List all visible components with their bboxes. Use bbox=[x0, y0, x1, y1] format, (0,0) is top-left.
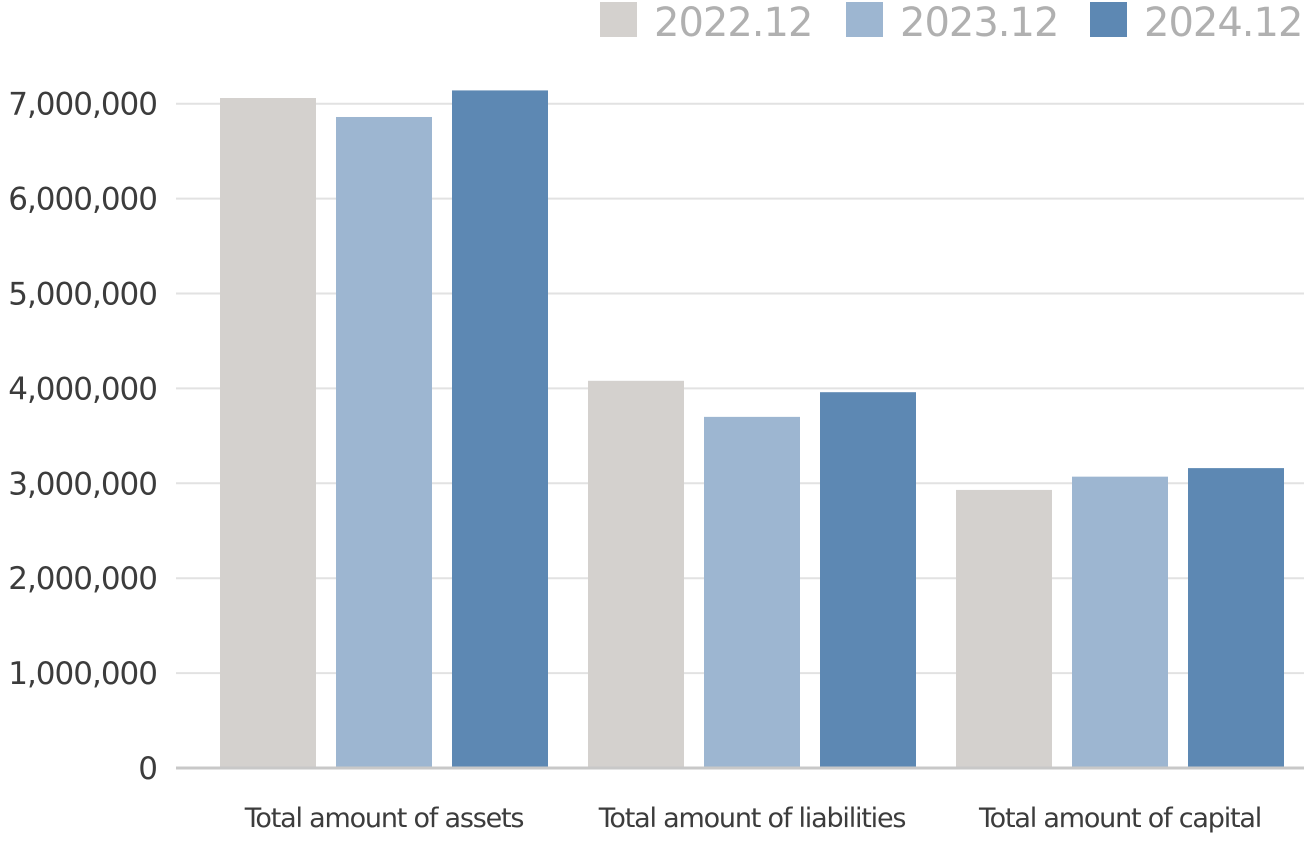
y-tick-label: 5,000,000 bbox=[8, 277, 157, 313]
legend-label: 2022.12 bbox=[654, 0, 812, 46]
x-category-label: Total amount of liabilities bbox=[598, 803, 906, 834]
y-tick-label: 1,000,000 bbox=[8, 656, 157, 692]
bar-2022.12-1 bbox=[588, 380, 684, 768]
legend-swatch bbox=[846, 2, 883, 37]
bar-2024.12-2 bbox=[1188, 468, 1284, 768]
y-tick-label: 3,000,000 bbox=[8, 466, 157, 502]
bar-2022.12-0 bbox=[220, 98, 316, 769]
bar-2023.12-2 bbox=[1072, 476, 1168, 768]
bar-2023.12-0 bbox=[336, 116, 432, 768]
x-category-label: Total amount of assets bbox=[244, 803, 524, 834]
legend-swatch bbox=[1090, 2, 1127, 37]
bars bbox=[220, 90, 1284, 769]
y-tick-label: 7,000,000 bbox=[8, 87, 157, 123]
y-tick-label: 2,000,000 bbox=[8, 561, 157, 597]
bar-2022.12-2 bbox=[956, 489, 1052, 768]
y-tick-label: 4,000,000 bbox=[8, 371, 157, 407]
bar-2024.12-1 bbox=[820, 392, 916, 768]
legend-label: 2024.12 bbox=[1144, 0, 1302, 46]
bar-2024.12-0 bbox=[452, 90, 548, 768]
legend-swatch bbox=[600, 2, 637, 37]
legend-label: 2023.12 bbox=[900, 0, 1058, 46]
y-tick-label: 0 bbox=[138, 751, 157, 787]
axes: 0 1,000,000 2,000,000 3,000,000 4,000,000 5,0… bbox=[8, 87, 1304, 834]
x-category-label: Total amount of capital bbox=[978, 803, 1261, 834]
y-tick-label: 6,000,000 bbox=[8, 182, 157, 218]
legend: 2022.12 2023.12 2024.12 bbox=[600, 0, 1303, 46]
bar-2023.12-1 bbox=[704, 416, 800, 768]
